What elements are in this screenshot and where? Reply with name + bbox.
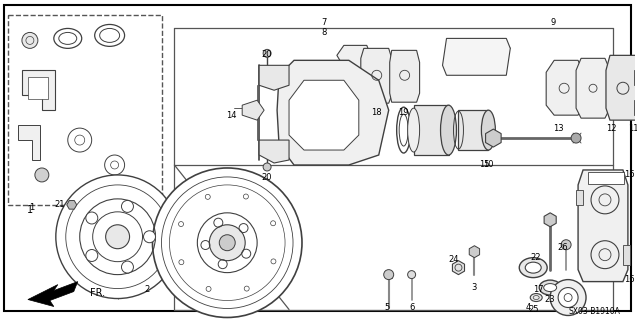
Text: 1: 1 (29, 203, 34, 212)
Circle shape (408, 271, 415, 279)
Circle shape (561, 240, 571, 250)
Text: 4: 4 (526, 303, 531, 312)
Polygon shape (22, 70, 55, 110)
Polygon shape (28, 282, 78, 307)
Polygon shape (443, 38, 510, 75)
Text: 16: 16 (625, 171, 635, 180)
Circle shape (35, 168, 49, 182)
Circle shape (66, 185, 169, 289)
Text: 14: 14 (226, 111, 236, 120)
Circle shape (390, 74, 397, 82)
Polygon shape (390, 50, 420, 102)
Text: 20: 20 (262, 50, 273, 59)
Polygon shape (578, 170, 628, 282)
Circle shape (571, 133, 581, 143)
Ellipse shape (544, 284, 557, 292)
Circle shape (152, 168, 302, 317)
Circle shape (143, 231, 155, 243)
Text: 22: 22 (530, 253, 540, 262)
Text: SX03-B1910A: SX03-B1910A (568, 307, 620, 316)
Polygon shape (469, 246, 480, 258)
Polygon shape (544, 213, 556, 227)
Circle shape (267, 148, 271, 152)
Polygon shape (18, 125, 40, 160)
Text: 5: 5 (384, 303, 389, 312)
Ellipse shape (482, 110, 496, 150)
Text: 15: 15 (479, 161, 490, 170)
Text: 10: 10 (483, 161, 494, 170)
Text: 2: 2 (145, 285, 150, 294)
Ellipse shape (95, 24, 125, 46)
Polygon shape (485, 129, 501, 147)
Text: 26: 26 (558, 243, 568, 252)
Text: 13: 13 (553, 124, 564, 132)
Ellipse shape (519, 258, 547, 278)
Text: 25: 25 (528, 305, 538, 314)
Polygon shape (413, 105, 448, 155)
Text: 20: 20 (262, 173, 273, 182)
Ellipse shape (526, 262, 541, 273)
Polygon shape (337, 45, 371, 100)
Circle shape (263, 49, 271, 57)
Circle shape (56, 175, 180, 299)
Ellipse shape (539, 280, 561, 295)
Circle shape (383, 270, 394, 280)
Text: 19: 19 (398, 108, 409, 117)
Polygon shape (259, 65, 289, 90)
Ellipse shape (530, 293, 542, 301)
Polygon shape (623, 245, 630, 265)
Text: 23: 23 (545, 295, 555, 304)
Polygon shape (634, 70, 637, 85)
Circle shape (22, 32, 38, 48)
Text: 21: 21 (55, 200, 65, 209)
Text: 16: 16 (625, 275, 635, 284)
Polygon shape (459, 110, 489, 150)
Text: 3: 3 (472, 283, 477, 292)
Text: 11: 11 (627, 124, 637, 132)
Circle shape (86, 212, 98, 224)
Circle shape (210, 225, 245, 261)
Polygon shape (606, 55, 636, 120)
Text: 17: 17 (533, 285, 543, 294)
Text: FR.: FR. (90, 288, 105, 298)
Text: 6: 6 (409, 303, 414, 312)
Polygon shape (361, 48, 392, 103)
Bar (28, 77, 48, 99)
Polygon shape (546, 60, 583, 115)
Circle shape (86, 250, 98, 261)
Polygon shape (289, 80, 359, 150)
Ellipse shape (441, 105, 457, 155)
Text: 18: 18 (371, 108, 382, 117)
Text: 24: 24 (448, 255, 459, 264)
Circle shape (263, 163, 271, 171)
Polygon shape (452, 261, 464, 275)
Polygon shape (277, 60, 389, 165)
Polygon shape (242, 100, 264, 120)
Circle shape (558, 288, 578, 308)
Polygon shape (576, 190, 583, 205)
Text: 9: 9 (550, 18, 555, 27)
Text: 8: 8 (321, 28, 327, 37)
Polygon shape (576, 58, 610, 118)
Bar (588, 172, 624, 184)
Ellipse shape (397, 107, 411, 153)
Ellipse shape (54, 28, 82, 48)
Text: 1: 1 (27, 205, 33, 215)
Polygon shape (259, 140, 289, 163)
Polygon shape (634, 100, 637, 115)
Circle shape (373, 69, 385, 81)
Circle shape (219, 235, 235, 251)
Circle shape (550, 280, 586, 316)
Text: 7: 7 (321, 18, 327, 27)
Circle shape (267, 73, 271, 77)
Ellipse shape (408, 108, 420, 152)
Polygon shape (67, 201, 76, 209)
Circle shape (122, 200, 133, 212)
Text: 12: 12 (606, 124, 616, 132)
Bar (8, 15, 162, 205)
Circle shape (122, 261, 133, 273)
Circle shape (106, 225, 129, 249)
